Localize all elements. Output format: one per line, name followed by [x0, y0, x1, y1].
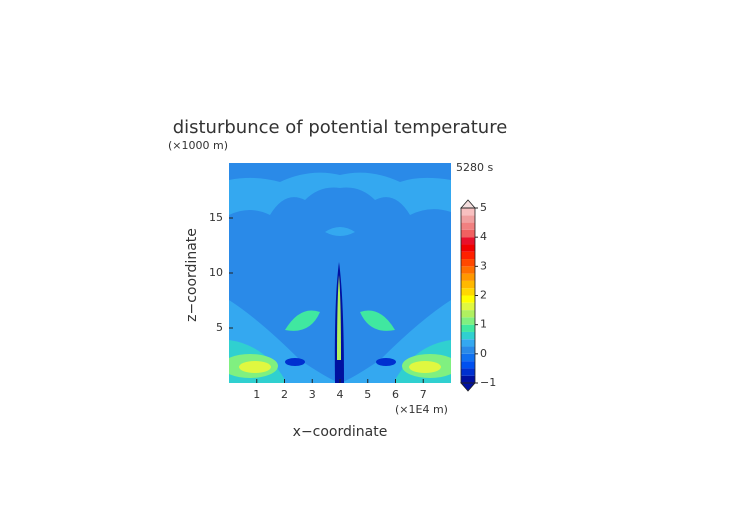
colorbar-band: [461, 317, 475, 325]
contour-region: [285, 358, 305, 366]
colorbar-band: [461, 237, 475, 245]
colorbar-band: [461, 346, 475, 354]
contour-field: [229, 163, 451, 383]
colorbar-band: [461, 361, 475, 369]
colorbar-band: [461, 244, 475, 252]
contour-region: [229, 163, 451, 182]
colorbar-band: [461, 273, 475, 281]
colorbar-band: [461, 208, 475, 216]
colorbar-tick-label: 1: [480, 318, 487, 331]
y-tick-label: 5: [216, 321, 223, 334]
colorbar-band: [461, 215, 475, 223]
contour-region: [285, 310, 320, 331]
colorbar-band: [461, 288, 475, 296]
x-tick-label: 4: [337, 388, 344, 401]
colorbar-tick-label: 0: [480, 347, 487, 360]
colorbar-tick-label: 2: [480, 289, 487, 302]
contour-region: [360, 310, 395, 331]
colorbar-band: [461, 259, 475, 267]
colorbar-band: [461, 324, 475, 332]
contour-region: [376, 358, 396, 366]
contour-region: [337, 275, 341, 360]
colorbar-band: [461, 368, 475, 376]
colorbar-extend-low: [460, 382, 476, 392]
colorbar-band: [461, 251, 475, 260]
colorbar-band: [461, 229, 475, 238]
colorbar-band: [461, 375, 475, 383]
colorbar-band: [461, 222, 475, 230]
x-unit: (×1E4 m): [395, 403, 448, 416]
colorbar-band: [461, 295, 475, 303]
colorbar-tick-label: −1: [480, 376, 496, 389]
time-label: 5280 s: [456, 161, 493, 174]
x-tick-label: 3: [309, 388, 316, 401]
y-tick-label: 15: [209, 211, 223, 224]
x-tick-label: 7: [420, 388, 427, 401]
colorbar-band: [461, 310, 475, 318]
colorbar-band: [461, 353, 475, 362]
colorbar-band: [461, 339, 475, 347]
chart-title: disturbunce of potential temperature: [173, 117, 508, 138]
contour-region: [409, 361, 441, 373]
y-tick-label: 10: [209, 266, 223, 279]
x-tick-label: 5: [364, 388, 371, 401]
colorbar-band: [461, 266, 475, 274]
contour-region: [325, 227, 355, 236]
x-tick-label: 2: [281, 388, 288, 401]
y-axis-label: z−coordinate: [184, 228, 200, 322]
x-tick-label: 6: [392, 388, 399, 401]
colorbar-extend-high: [460, 199, 476, 209]
colorbar-band: [461, 280, 475, 289]
x-axis-label: x−coordinate: [293, 424, 388, 440]
contour-region: [239, 361, 271, 373]
colorbar-tick-label: 5: [480, 201, 487, 214]
x-tick-label: 1: [253, 388, 260, 401]
colorbar-band: [461, 302, 475, 311]
colorbar-tick-label: 4: [480, 230, 487, 243]
colorbar-tick-label: 3: [480, 259, 487, 272]
y-unit: (×1000 m): [168, 139, 228, 152]
colorbar-band: [461, 331, 475, 340]
